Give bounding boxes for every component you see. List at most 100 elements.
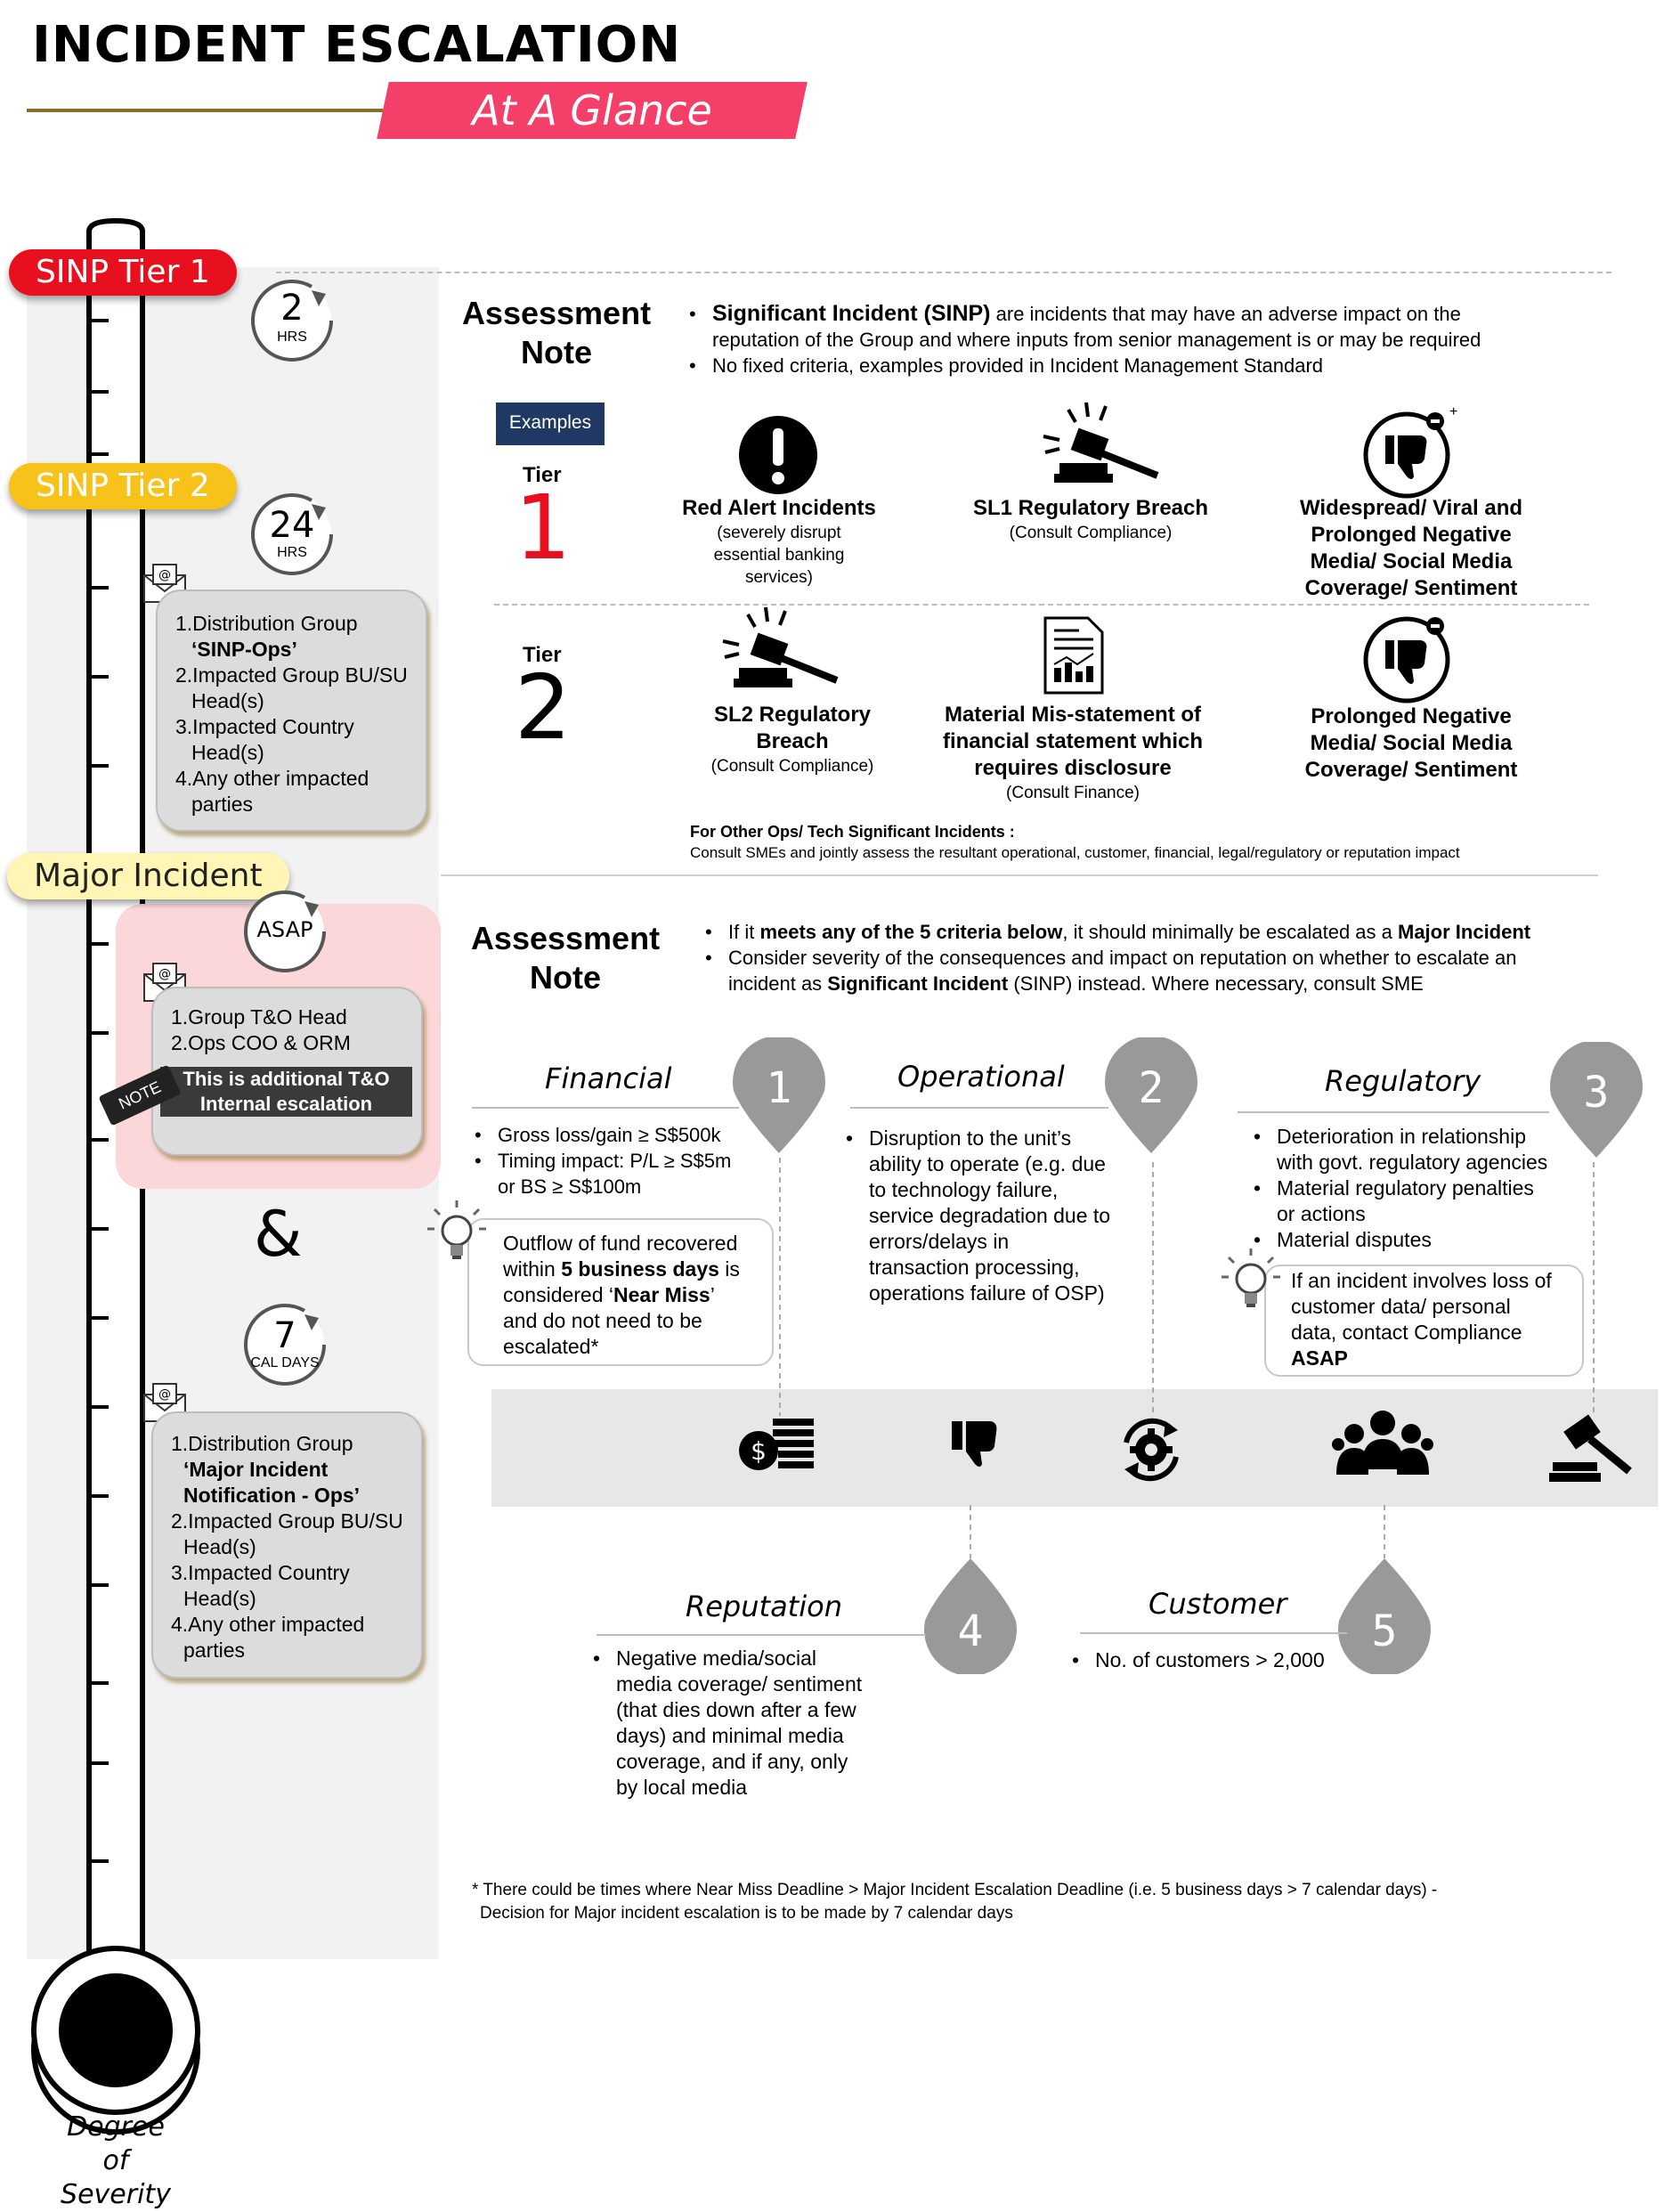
example-sub: (Consult Compliance) — [1009, 524, 1173, 542]
lightbulb-icon — [1220, 1247, 1282, 1319]
example-title: financial statement which — [942, 729, 1204, 753]
major-recipient-line: 1.Group T&O Head — [171, 1005, 347, 1029]
criteria-item-cont: media coverage/ sentiment — [616, 1672, 863, 1696]
cal-days-clock-icon — [240, 1300, 329, 1389]
criteria-item-cont: (that dies down after a few — [616, 1698, 856, 1721]
criteria-item-cont: ability to operate (e.g. due — [869, 1152, 1106, 1175]
tier2-clock-icon — [248, 490, 337, 579]
major-recipient2-line: 4.Any other impacted — [171, 1613, 365, 1636]
tip-line: Outflow of fund recovered — [503, 1232, 738, 1255]
criteria-item: Material disputes — [1254, 1227, 1610, 1253]
tier2-recipients-box: 1.Distribution Group ‘SINP-Ops’ 2.Impact… — [156, 590, 427, 832]
major-recipient2-line: parties — [183, 1639, 246, 1662]
example-title: Media/ Social Media — [1310, 731, 1513, 755]
financial-statement-icon — [1042, 614, 1106, 701]
example-sub: essential banking — [713, 546, 845, 565]
tip-line: escalated* — [503, 1335, 599, 1358]
criteria-pin-2 — [1105, 1037, 1197, 1153]
page-title: INCIDENT ESCALATION — [32, 16, 682, 74]
major-bullet-2: Consider severity of the consequences an… — [705, 945, 1627, 996]
email-icon: @ — [142, 1382, 189, 1429]
tier2-pill: SINP Tier 2 — [9, 463, 237, 509]
major-time-value: ASAP — [256, 917, 313, 942]
sinp-assessment-heading: Assessment Note — [450, 294, 663, 372]
criteria-operational-items: Disruption to the unit’s ability to oper… — [846, 1126, 1150, 1306]
thumbs-down-icon: + — [1362, 404, 1460, 508]
criteria-item: Disruption to the unit’s — [846, 1126, 1150, 1151]
criteria-pin-3-number: 3 — [1583, 1068, 1610, 1118]
tier2-recipient-line: Head(s) — [191, 689, 264, 712]
sinp-bullet1-bold: Significant Incident (SINP) — [712, 301, 991, 326]
sinp-bullet-2: No fixed criteria, examples provided in … — [689, 353, 1629, 378]
major-b1-b: meets any of the 5 criteria below — [759, 921, 1063, 943]
example-sub: (Consult Finance) — [1006, 784, 1140, 802]
tip-line: data, contact Compliance — [1291, 1321, 1522, 1344]
criteria-operational-title: Operational — [897, 1060, 1065, 1094]
major-b2-c: (SINP) instead. Where necessary, consult… — [1008, 972, 1424, 995]
criteria-pin-5-number: 5 — [1371, 1606, 1398, 1656]
major-heading-line2: Note — [530, 959, 601, 996]
tier2-recipient-line: 1.Distribution Group — [175, 612, 358, 635]
criteria-item-cont: by local media — [616, 1776, 748, 1799]
criteria-item-cont: to technology failure, — [869, 1178, 1059, 1201]
example-sub: services) — [744, 568, 813, 587]
criteria-item-cont: service degradation due to — [869, 1204, 1111, 1227]
criteria-icon-band — [491, 1389, 1658, 1507]
tier1-time-value: 2 — [280, 288, 304, 329]
example-title: Widespread/ Viral and — [1299, 496, 1523, 520]
tier2-recipient-line: 4.Any other impacted — [175, 767, 369, 790]
major-assessment-heading: Assessment Note — [459, 919, 672, 997]
criteria-item-cont: transaction processing, — [869, 1256, 1080, 1279]
criteria-item-cont: days) and minimal media — [616, 1724, 844, 1747]
criteria-financial-title: Financial — [545, 1061, 672, 1095]
major-bullet-1: If it meets any of the 5 criteria below,… — [705, 919, 1627, 945]
title-underline — [27, 109, 383, 112]
criteria-reputation-title: Reputation — [686, 1590, 842, 1623]
tier-separator — [494, 604, 1589, 606]
tier1-clock-icon — [248, 276, 337, 365]
example-title: requires disclosure — [974, 756, 1172, 780]
svg-text:$: $ — [751, 1436, 767, 1466]
major-recipient2-line: Head(s) — [183, 1535, 256, 1558]
major-clock-icon — [240, 887, 329, 976]
tip-line: within 5 business days is — [503, 1256, 770, 1282]
near-miss-tip-box — [467, 1218, 774, 1366]
criteria-pin-4 — [924, 1558, 1017, 1674]
criteria-item: Negative media/social — [593, 1646, 924, 1671]
example-sub: (severely disrupt — [717, 524, 841, 542]
svg-text:+: + — [1449, 405, 1457, 419]
example-title: Media/ Social Media — [1310, 549, 1513, 573]
gavel-icon — [1033, 401, 1166, 494]
criteria-customer-title: Customer — [1149, 1587, 1287, 1621]
criteria-financial-underline — [472, 1107, 739, 1109]
section-separator — [441, 874, 1598, 876]
sinp-assessment-bullets: Significant Incident (SINP) are incident… — [686, 301, 1629, 378]
tier1-time-unit: HRS — [277, 329, 307, 345]
criteria-regulatory-title: Regulatory — [1325, 1064, 1481, 1098]
criteria-item-cont: coverage, and if any, only — [616, 1750, 848, 1773]
criteria-item: Material regulatory penalties — [1254, 1175, 1610, 1201]
severity-label-line2: Severity — [61, 2179, 171, 2210]
tier2-recipient-line: 2.Impacted Group BU/SU — [175, 663, 408, 687]
criteria-reputation-items: Negative media/social media coverage/ se… — [593, 1646, 924, 1801]
tip-line: and do not need to be — [503, 1309, 702, 1332]
major-recipient2-line: Notification - Ops’ — [183, 1484, 361, 1507]
example-title: Prolonged Negative — [1311, 523, 1512, 547]
example-title: Coverage/ Sentiment — [1304, 576, 1518, 600]
major-recipient2-line: 2.Impacted Group BU/SU — [171, 1509, 403, 1533]
criteria-item: Timing impact: P/L ≥ S$5m — [475, 1148, 761, 1174]
footnote-line2: Decision for Major incident escalation i… — [480, 1904, 1013, 1923]
footnote-line1: * There could be times where Near Miss D… — [472, 1881, 1438, 1899]
severity-label-line1: Degree of — [67, 2111, 165, 2176]
near-miss-tip-text: Outflow of fund recovered within 5 busin… — [503, 1231, 770, 1360]
major-recipients2-box: 1.Distribution Group ‘Major Incident Not… — [151, 1411, 423, 1679]
tip-line: If an incident involves loss of — [1291, 1269, 1552, 1292]
major-b2-line1: Consider severity of the consequences an… — [728, 947, 1517, 969]
criteria-reputation-underline — [597, 1634, 926, 1636]
major-recipient-line: 2.Ops COO & ORM — [171, 1031, 351, 1054]
example-sl1-breach: SL1 Regulatory Breach (Consult Complianc… — [962, 495, 1220, 544]
tier2-time-value: 24 — [269, 505, 315, 546]
sinp-heading-line1: Assessment — [461, 295, 652, 331]
note-text-line1: This is additional T&O — [183, 1068, 390, 1090]
